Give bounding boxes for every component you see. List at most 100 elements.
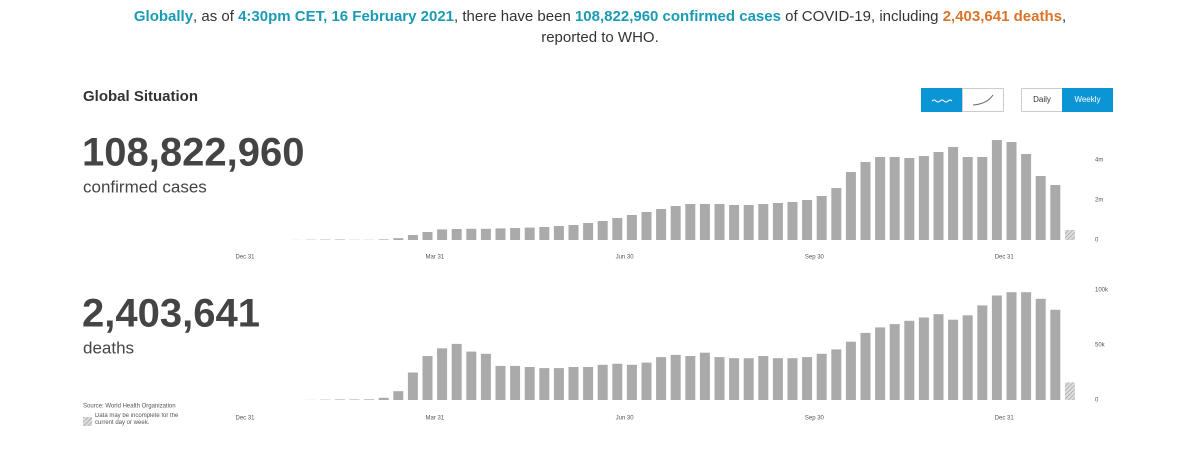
cumulative-toggle[interactable] [962,88,1004,112]
bar [918,156,929,240]
bar [758,204,769,240]
bar [816,353,827,400]
summary-segment: 2,403,641 deaths [942,8,1062,25]
bar [378,239,389,240]
bar [583,367,594,400]
bar [583,223,594,240]
bar [524,227,535,240]
bar [495,228,506,240]
bar [568,225,579,240]
bar [772,203,783,240]
summary-segment: , [1061,8,1067,25]
bar [948,319,959,400]
bar [451,343,462,400]
bar [495,365,506,400]
summary-segment: 108,822,960 confirmed cases [574,8,781,25]
bar [524,367,535,400]
bar [393,391,404,400]
bar [889,157,900,240]
bar [334,239,345,240]
summary-segment: 4:30pm CET, 16 February 2021 [238,8,455,25]
bar [729,358,740,400]
bar [729,205,740,240]
bar [802,357,813,400]
bar [539,368,550,400]
bar [1021,292,1032,400]
bar [685,356,696,400]
x-tick-label: Dec 31 [995,416,1015,422]
y-tick-label: 0 [1095,398,1099,404]
icon [972,94,994,106]
summary-line: Globally, as of 4:30pm CET, 16 February … [0,6,1200,27]
bar [480,353,491,400]
bar [1050,185,1061,240]
bar [685,204,696,240]
headline-caption: confirmed cases [83,177,207,196]
bar [670,354,681,400]
bar [714,357,725,400]
y-tick-label: 0 [1095,238,1099,244]
bar [1050,309,1061,400]
bar [991,295,1002,400]
x-tick-label: Mar 31 [425,255,444,261]
summary-segment: , as of [193,8,239,25]
bar [626,364,637,400]
bar [699,352,710,400]
source: Source: World Health Organization [83,404,176,410]
incomplete-swatch [83,417,92,426]
bar [612,363,623,400]
bar [875,327,886,400]
bar [831,349,842,400]
bar [407,372,418,400]
bar [437,229,448,240]
bar [758,356,769,400]
bar [714,204,725,240]
bar [393,238,404,240]
bar [553,226,564,240]
bar [364,399,375,400]
bar [466,351,477,400]
icon [931,99,953,103]
bar [1006,292,1017,400]
bar [787,202,798,240]
bar [378,397,389,400]
summary-segment: , there have been [454,8,575,25]
bar [787,358,798,400]
x-tick-label: Dec 31 [235,416,255,422]
x-tick-label: Jun 30 [616,416,635,422]
bar [977,305,988,400]
x-tick-label: Sep 30 [805,255,825,261]
bar [860,332,871,400]
bar [977,157,988,240]
bar [626,215,637,240]
headline-number: 2,403,641 [82,292,260,336]
bar [845,172,856,240]
bar [831,188,842,240]
bar [539,227,550,240]
weekly-button[interactable]: Weekly [1062,88,1113,112]
summary: Globally, as of 4:30pm CET, 16 February … [0,6,1200,48]
bar [816,196,827,240]
bar [422,232,433,240]
summary-segment: Globally [133,8,194,25]
linear-toggle[interactable] [921,88,963,112]
headline-caption: deaths [83,338,134,357]
bar [451,229,462,240]
bar [510,228,521,240]
bar [991,140,1002,240]
bar [743,205,754,240]
bar [407,235,418,240]
bar [641,212,652,240]
bar [875,157,886,240]
bar [656,209,667,240]
bar [845,341,856,400]
note: Data may be incomplete for the current d… [95,413,179,426]
y-tick-label: 2m [1095,198,1103,204]
bar [918,317,929,400]
bar [743,358,754,400]
y-tick-label: 50k [1095,343,1106,349]
headline-number: 108,822,960 [82,131,304,175]
note-box: Data may be incomplete for the current d… [95,413,179,426]
summary-segment: of COVID-19, including [780,8,943,25]
